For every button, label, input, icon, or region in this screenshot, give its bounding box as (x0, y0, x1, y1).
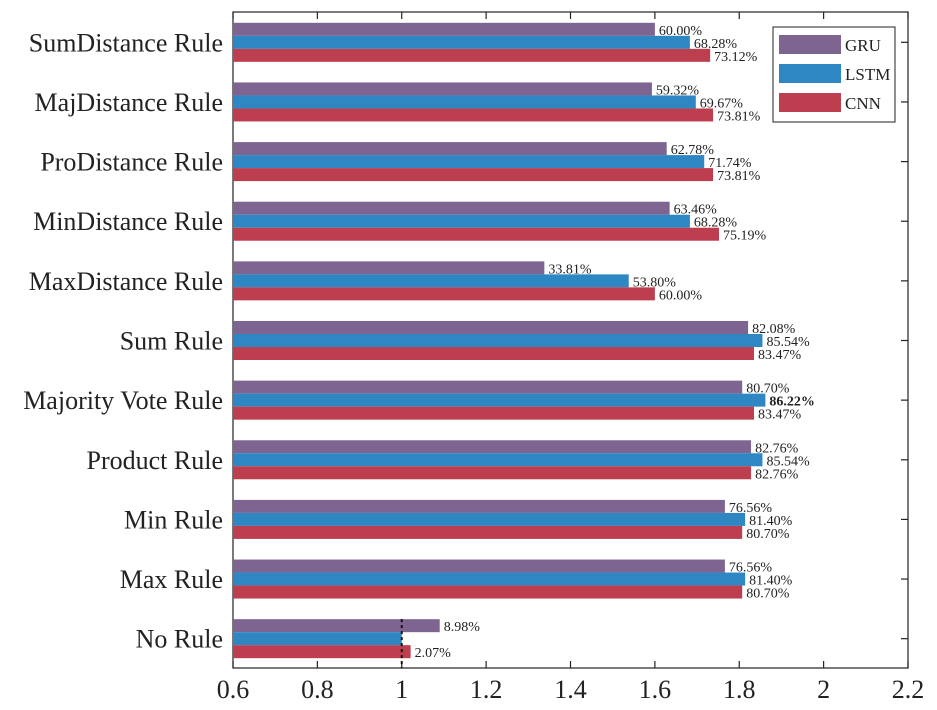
bar-gru (233, 380, 743, 394)
x-tick-label: 1 (395, 675, 408, 704)
bar-gru (233, 321, 749, 334)
category-label: Majority Vote Rule (23, 386, 223, 415)
data-label-gru: 62.78% (671, 143, 715, 158)
data-label-gru: 60.00% (659, 24, 703, 39)
bar-lstm (233, 393, 766, 407)
bar-gru (233, 201, 670, 215)
legend-label-gru: GRU (845, 36, 881, 55)
data-label-lstm: 68.28% (694, 216, 738, 231)
data-label-cnn: 80.70% (746, 587, 790, 602)
data-label-gru: 76.56% (729, 561, 773, 576)
bar-cnn (233, 48, 711, 62)
data-label-lstm: 81.40% (749, 514, 793, 529)
x-tick-label: 0.6 (217, 675, 250, 704)
category-label: Product Rule (87, 446, 224, 475)
bar-lstm (233, 155, 705, 169)
bar-gru (233, 559, 725, 573)
category-label: SumDistance Rule (29, 28, 223, 57)
bar-lstm (233, 214, 690, 228)
legend-swatch-lstm (779, 64, 841, 83)
x-tick-label: 2 (817, 675, 830, 704)
category-label: No Rule (136, 625, 223, 654)
bar-cnn (233, 585, 743, 599)
x-tick-label: 1.4 (554, 675, 587, 704)
bar-cnn (233, 466, 752, 480)
bar-gru (233, 142, 667, 156)
bar-cnn (233, 108, 714, 122)
category-label: Min Rule (124, 505, 223, 534)
bar-cnn (233, 227, 719, 241)
bar-cnn (233, 406, 755, 420)
legend-swatch-gru (779, 35, 841, 54)
legend-label-lstm: LSTM (845, 65, 890, 84)
data-label-lstm: 81.40% (749, 574, 793, 589)
x-tick-label: 0.8 (301, 675, 334, 704)
data-label-cnn: 73.81% (717, 169, 761, 184)
data-label-cnn: 73.81% (717, 109, 761, 124)
x-tick-label: 1.2 (470, 675, 503, 704)
x-tick-label: 1.6 (639, 675, 672, 704)
x-tick-label: 2.2 (892, 675, 925, 704)
data-label-cnn: 2.07% (415, 646, 452, 661)
category-label: Max Rule (120, 565, 223, 594)
data-label-gru: 33.81% (548, 262, 592, 277)
bar-lstm (233, 35, 690, 49)
bar-gru (233, 82, 652, 96)
data-label-gru: 80.70% (746, 382, 790, 397)
bar-cnn (233, 168, 714, 182)
data-label-gru: 82.08% (752, 322, 796, 337)
x-tick-label: 1.8 (723, 675, 756, 704)
category-label: MajDistance Rule (35, 88, 223, 117)
bar-lstm (233, 453, 763, 467)
bar-gru (233, 440, 752, 454)
bar-cnn (233, 287, 655, 301)
category-label: MaxDistance Rule (29, 267, 223, 296)
bar-lstm (233, 512, 746, 526)
data-label-cnn: 83.47% (758, 408, 802, 423)
bar-gru (233, 261, 545, 275)
data-label-lstm: 53.80% (633, 275, 677, 290)
data-label-gru: 76.56% (729, 501, 773, 516)
data-label-cnn: 80.70% (746, 527, 790, 542)
legend-label-cnn: CNN (845, 94, 881, 113)
bar-gru (233, 499, 725, 513)
data-label-cnn: 75.19% (723, 229, 767, 244)
bar-gru (233, 619, 440, 633)
bar-lstm (233, 274, 629, 288)
bar-lstm (233, 95, 696, 109)
data-label-lstm: 86.22% (769, 395, 815, 410)
data-label-cnn: 60.00% (659, 288, 703, 303)
bar-lstm (233, 334, 763, 347)
data-label-cnn: 83.47% (758, 348, 802, 363)
data-label-lstm: 85.54% (766, 335, 810, 350)
bar-lstm (233, 632, 402, 646)
bar-lstm (233, 572, 746, 586)
data-label-gru: 8.98% (444, 620, 481, 635)
data-label-lstm: 68.28% (694, 37, 738, 52)
data-label-cnn: 82.76% (755, 467, 799, 482)
bar-cnn (233, 645, 411, 659)
data-label-gru: 82.76% (755, 441, 799, 456)
bar-cnn (233, 347, 755, 360)
bar-cnn (233, 525, 743, 539)
data-label-gru: 59.32% (656, 83, 700, 98)
data-label-lstm: 85.54% (766, 454, 810, 469)
category-label: MinDistance Rule (33, 207, 223, 236)
data-label-lstm: 69.67% (700, 96, 744, 111)
data-label-gru: 63.46% (674, 203, 718, 218)
category-label: Sum Rule (120, 327, 223, 356)
data-label-lstm: 71.74% (708, 156, 752, 171)
bar-gru (233, 22, 655, 36)
category-label: ProDistance Rule (40, 148, 223, 177)
legend-swatch-cnn (779, 93, 841, 112)
data-label-cnn: 73.12% (714, 50, 758, 65)
